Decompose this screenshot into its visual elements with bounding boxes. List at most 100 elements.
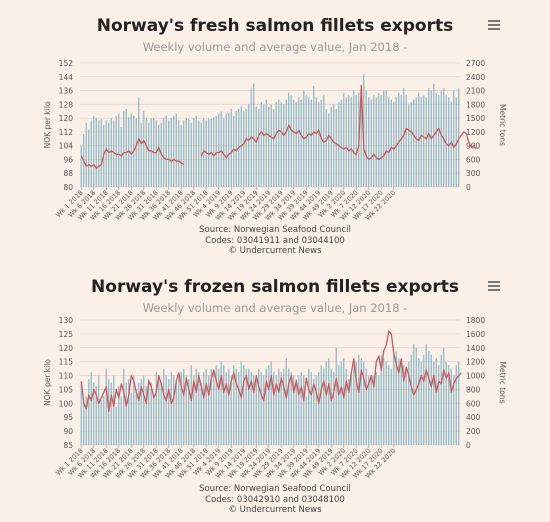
volume-bar [383,358,385,445]
volume-bar [373,375,375,445]
volume-bar [248,104,250,187]
volume-bar [275,375,277,445]
volume-bar [438,365,440,445]
volume-bar [300,372,302,445]
volume-bar [448,365,450,445]
volume-bar [438,95,440,187]
volume-bar [435,92,437,187]
volume-bar [245,108,247,187]
price-line [80,330,462,413]
volume-bar [238,372,240,445]
hamburger-menu-icon[interactable] [488,281,500,291]
volume-bar [440,90,442,187]
y-tick-label-left: 130 [59,316,74,325]
volume-bar [428,88,430,187]
volume-bar [308,368,310,445]
volume-bar [195,115,197,187]
y-axis-title-right: Metric tons [498,362,507,404]
volume-bar [343,92,345,187]
volume-bar [380,95,382,187]
y-tick-label-right: 300 [466,169,481,178]
volume-bar [458,88,460,187]
volume-bar [360,358,362,445]
volume-bar [90,120,92,187]
frozen-chart-plot: 85 90 95 100 105 110 115 120 125 130 0 200 400 600 800… [43,316,507,480]
price-line [80,138,185,169]
credits-codes: Codes: 03042910 and 03048100 [205,494,345,505]
volume-bar [368,375,370,445]
y-tick-label-left: 90 [63,427,73,436]
volume-bar [143,375,145,445]
volume-bar [388,365,390,445]
volume-bar [208,375,210,445]
volume-bar [398,92,400,187]
y-tick-label-right: 0 [466,441,471,450]
volume-bar [175,382,177,445]
volume-bar [183,368,185,445]
volume-bar [113,120,115,187]
volume-bar [288,368,290,445]
volume-bar [85,122,87,187]
volume-bar [215,115,217,187]
volume-bar [125,382,127,445]
volume-bar [83,399,85,445]
volume-bar [203,372,205,445]
volume-bar [363,361,365,445]
volume-bar [410,102,412,187]
volume-bar [188,379,190,445]
volume-bar [293,375,295,445]
y-tick-label-left: 125 [59,330,74,339]
volume-bar [278,368,280,445]
volume-bar [383,90,385,187]
volume-bar [395,351,397,445]
y-tick-label-right: 600 [466,399,481,408]
volume-bar [375,372,377,445]
y-tick-label-left: 120 [59,114,74,123]
chart-credits: Source: Norwegian Seafood Council Codes:… [0,484,550,516]
volume-bar [210,368,212,445]
volume-bar [310,99,312,187]
volume-bar [395,97,397,187]
volume-bar [100,119,102,187]
volume-bar [325,108,327,187]
volume-bar [430,354,432,445]
volume-bar [125,108,127,187]
volume-bar [370,379,372,445]
volume-bar [140,122,142,187]
chart-title: Norway's fresh salmon fillets exports [96,16,454,36]
credits-codes: Codes: 03041911 and 03044100 [205,235,345,246]
volume-bar [340,99,342,187]
volume-bar [393,102,395,187]
volume-bar [228,368,230,445]
volume-bar [415,347,417,445]
y-axis-title-left: NOK per kilo [43,359,52,406]
y-tick-label-left: 100 [59,399,74,408]
volume-bar [298,375,300,445]
volume-bar [168,379,170,445]
hamburger-menu-icon[interactable] [488,20,500,30]
volume-bar [193,375,195,445]
volume-bar [440,354,442,445]
volume-bar [108,122,110,187]
volume-bar [148,379,150,445]
volume-bar [98,375,100,445]
volume-bar [225,372,227,445]
volume-bar [278,99,280,187]
volume-bar [348,379,350,445]
volume-bar [270,104,272,187]
volume-bar [303,375,305,445]
volume-bar [100,399,102,445]
volume-bar [418,358,420,445]
volume-bar [195,368,197,445]
volume-bar [178,375,180,445]
volume-bar [193,118,195,187]
volume-bar [345,368,347,445]
credits-source: Source: Norwegian Seafood Council [199,484,351,494]
volume-bar [453,375,455,445]
volume-bar [433,361,435,445]
volume-bar [135,118,137,187]
volume-bar [398,358,400,445]
y-tick-label-right: 1800 [466,100,485,109]
volume-bar [403,365,405,445]
y-tick-label-left: 128 [59,100,74,109]
